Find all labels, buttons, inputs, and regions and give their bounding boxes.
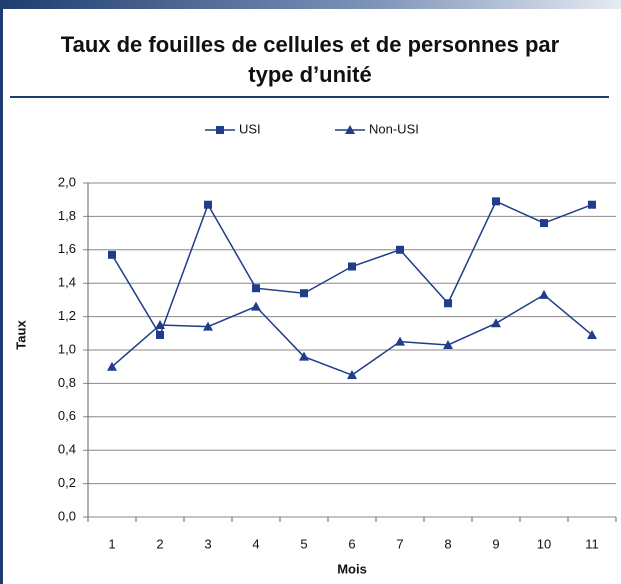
marker-square: [108, 250, 116, 259]
marker-triangle: [491, 318, 501, 328]
x-tick-label: 1: [108, 536, 115, 551]
marker-square: [252, 284, 260, 293]
y-tick-label: 0,2: [58, 475, 76, 490]
legend-marker: [345, 125, 355, 134]
x-tick-label: 2: [156, 536, 163, 551]
x-tick-label: 6: [348, 536, 355, 551]
marker-square: [396, 245, 404, 254]
y-tick-label: 0,6: [58, 408, 76, 423]
marker-square: [540, 219, 548, 228]
legend-label: Non-USI: [369, 121, 419, 136]
marker-triangle: [539, 289, 549, 299]
y-tick-label: 0,0: [58, 508, 76, 523]
marker-square: [492, 197, 500, 206]
marker-triangle: [347, 370, 357, 380]
x-tick-label: 5: [300, 536, 307, 551]
x-tick-label: 10: [537, 536, 551, 551]
marker-square: [156, 330, 164, 339]
marker-triangle: [587, 329, 597, 339]
marker-square: [348, 262, 356, 271]
marker-square: [444, 299, 452, 308]
x-tick-label: 9: [492, 536, 499, 551]
series-line: [111, 293, 593, 376]
marker-square: [300, 289, 308, 298]
marker-triangle: [395, 336, 405, 346]
x-tick-label: 7: [396, 536, 403, 551]
top-bar: [0, 0, 621, 9]
y-tick-label: 1,4: [58, 275, 76, 290]
marker-square: [204, 200, 212, 209]
y-tick-label: 2,0: [58, 174, 76, 189]
x-tick-label: 11: [585, 536, 599, 551]
x-tick-label: 8: [444, 536, 451, 551]
marker-triangle: [251, 301, 261, 311]
y-tick-label: 0,4: [58, 442, 76, 457]
marker-triangle: [299, 351, 309, 361]
title-rule: [10, 96, 609, 98]
left-bar: [0, 0, 3, 584]
y-tick-label: 1,8: [58, 208, 76, 223]
chart-title: Taux de fouilles de cellules et de perso…: [60, 32, 560, 87]
x-tick-label: 4: [252, 536, 259, 551]
marker-triangle: [443, 339, 453, 349]
y-axis-label: Taux: [13, 320, 28, 350]
marker-triangle: [155, 319, 165, 329]
legend-label: USI: [239, 121, 261, 136]
marker-triangle: [203, 321, 213, 331]
x-axis-label: Mois: [337, 561, 367, 576]
marker-triangle: [107, 361, 117, 371]
y-tick-label: 1,2: [58, 308, 76, 323]
x-tick-label: 3: [204, 536, 211, 551]
legend-marker: [216, 126, 224, 134]
y-tick-label: 1,6: [58, 241, 76, 256]
marker-square: [588, 200, 596, 209]
y-tick-label: 1,0: [58, 341, 76, 356]
y-tick-label: 0,8: [58, 375, 76, 390]
